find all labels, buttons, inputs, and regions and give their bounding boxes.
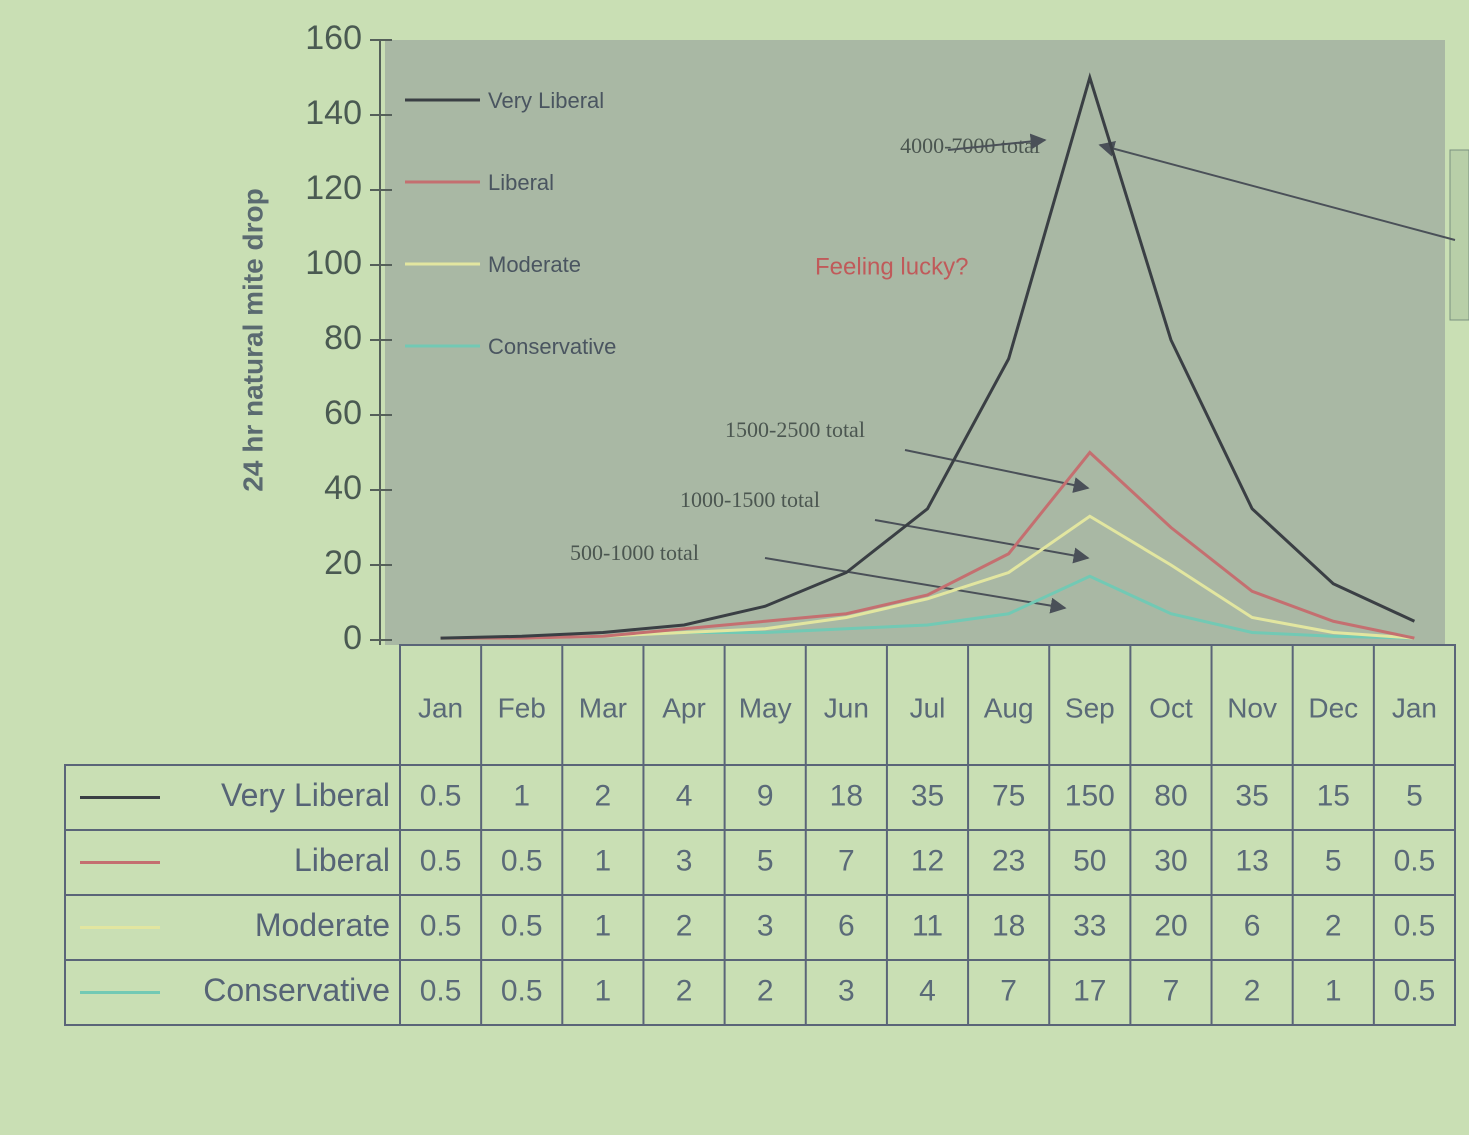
x-tick-label: Dec (1308, 692, 1358, 723)
table-cell: 1 (595, 844, 612, 877)
annotation: Feeling lucky? (815, 253, 968, 280)
legend-label: Moderate (488, 252, 581, 277)
y-tick-label: 160 (305, 19, 362, 57)
arrow (1098, 140, 1456, 241)
table-cell: 80 (1154, 779, 1187, 812)
table-cell: 15 (1317, 779, 1350, 812)
table-cell: 5 (757, 844, 774, 877)
table-cell: 2 (676, 974, 693, 1007)
y-tick-label: 20 (324, 544, 362, 582)
table-cell: 0.5 (501, 909, 543, 942)
table-cell: 0.5 (420, 909, 462, 942)
y-tick-label: 80 (324, 319, 362, 357)
y-tick-label: 100 (305, 244, 362, 282)
row-label: Moderate (255, 907, 390, 943)
series-line (440, 72, 1416, 640)
table-cell: 13 (1235, 844, 1268, 877)
annotation: 4000-7000 total (900, 133, 1040, 158)
series-line (440, 450, 1415, 640)
annotation: 1500-2500 total (725, 417, 865, 442)
row-label: Conservative (203, 972, 390, 1008)
table-cell: 33 (1073, 909, 1106, 942)
table-cell: 0.5 (420, 779, 462, 812)
table-cell: 7 (1000, 974, 1017, 1007)
table-cell: 2 (1244, 974, 1261, 1007)
table-cell: 11 (912, 909, 943, 942)
arrow (904, 449, 1090, 493)
table-cell: 1 (595, 974, 612, 1007)
table-cell: 2 (676, 909, 693, 942)
table-cell: 35 (1235, 779, 1268, 812)
y-tick-label: 40 (324, 469, 362, 507)
table-cell: 2 (595, 779, 612, 812)
row-label: Liberal (294, 842, 390, 878)
annotation: 500-1000 total (570, 540, 699, 565)
table-cell: 5 (1406, 779, 1423, 812)
table-cell: 7 (1163, 974, 1180, 1007)
table-cell: 18 (992, 909, 1025, 942)
legend-label: Very Liberal (488, 88, 604, 113)
x-tick-label: Mar (579, 692, 627, 723)
arrow (764, 557, 1067, 614)
table-cell: 6 (838, 909, 855, 942)
x-tick-label: May (739, 692, 792, 723)
table-cell: 17 (1073, 974, 1106, 1007)
table-cell: 9 (757, 779, 774, 812)
side-box (1449, 149, 1469, 321)
table-cell: 1 (595, 909, 612, 942)
table-cell: 0.5 (420, 974, 462, 1007)
table-cell: 5 (1325, 844, 1342, 877)
x-tick-label: Sep (1065, 692, 1115, 723)
table-cell: 35 (911, 779, 944, 812)
x-tick-label: Jan (1392, 692, 1437, 723)
legend-label: Liberal (488, 170, 554, 195)
row-label: Very Liberal (221, 777, 390, 813)
table-cell: 3 (838, 974, 855, 1007)
arrow (874, 519, 1090, 564)
table-cell: 3 (757, 909, 774, 942)
table-cell: 3 (676, 844, 693, 877)
table-cell: 1 (1325, 974, 1342, 1007)
table-cell: 0.5 (501, 974, 543, 1007)
table-cell: 1 (513, 779, 530, 812)
y-tick-label: 60 (324, 394, 362, 432)
x-tick-label: Jan (418, 692, 463, 723)
table-cell: 150 (1065, 779, 1115, 812)
table-cell: 6 (1244, 909, 1261, 942)
table-cell: 75 (992, 779, 1025, 812)
y-tick-label: 120 (305, 169, 362, 207)
table-cell: 23 (992, 844, 1025, 877)
table-cell: 0.5 (1394, 909, 1436, 942)
x-tick-label: Aug (984, 692, 1034, 723)
table-cell: 7 (838, 844, 855, 877)
annotation: 1000-1500 total (680, 487, 820, 512)
table-cell: 12 (911, 844, 944, 877)
x-tick-label: Apr (662, 692, 706, 723)
y-axis-label: 24 hr natural mite drop (237, 188, 268, 491)
x-tick-label: Jun (824, 692, 869, 723)
table-cell: 0.5 (420, 844, 462, 877)
table-cell: 30 (1154, 844, 1187, 877)
x-tick-label: Oct (1149, 692, 1193, 723)
table-cell: 2 (757, 974, 774, 1007)
table-cell: 0.5 (1394, 974, 1436, 1007)
table-cell: 20 (1154, 909, 1187, 942)
table-cell: 0.5 (501, 844, 543, 877)
table-cell: 4 (919, 974, 936, 1007)
x-tick-label: Nov (1227, 692, 1277, 723)
table-cell: 50 (1073, 844, 1106, 877)
plot-area (385, 40, 1445, 645)
legend-label: Conservative (488, 334, 616, 359)
y-tick-label: 140 (305, 94, 362, 132)
y-tick-label: 0 (343, 619, 362, 657)
table-cell: 2 (1325, 909, 1342, 942)
table-cell: 18 (830, 779, 863, 812)
table-cell: 4 (676, 779, 693, 812)
x-tick-label: Feb (498, 692, 546, 723)
table-cell: 0.5 (1394, 844, 1436, 877)
x-tick-label: Jul (910, 692, 946, 723)
arrow (947, 133, 1047, 151)
